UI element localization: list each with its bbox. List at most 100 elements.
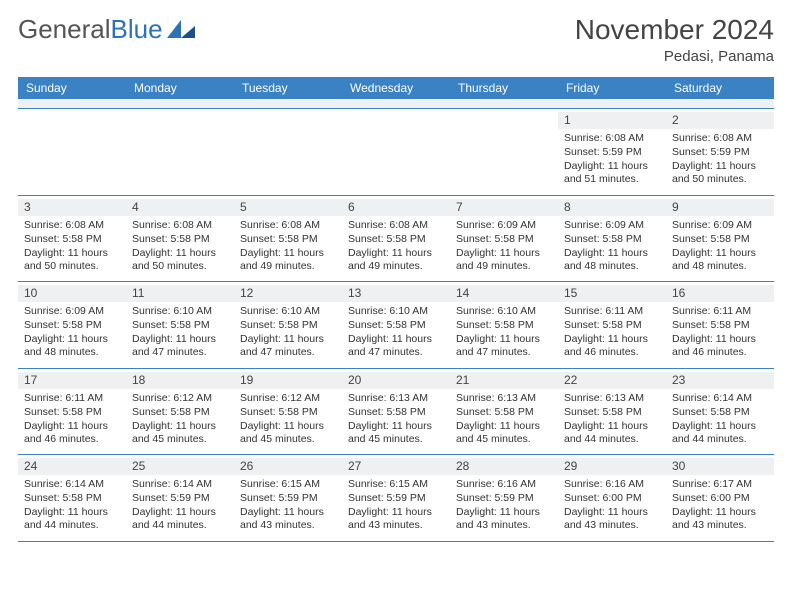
sunrise-text: Sunrise: 6:15 AM xyxy=(348,478,444,491)
title-block: November 2024 Pedasi, Panama xyxy=(575,14,774,65)
logo-text-gray: General xyxy=(18,14,111,45)
daylight-text: Daylight: 11 hours and 46 minutes. xyxy=(672,333,768,359)
sunset-text: Sunset: 5:59 PM xyxy=(456,492,552,505)
week-row: 17Sunrise: 6:11 AMSunset: 5:58 PMDayligh… xyxy=(18,369,774,456)
week-row: 10Sunrise: 6:09 AMSunset: 5:58 PMDayligh… xyxy=(18,282,774,369)
day-number: 18 xyxy=(126,372,234,389)
day-cell: 23Sunrise: 6:14 AMSunset: 5:58 PMDayligh… xyxy=(666,369,774,455)
daylight-text: Daylight: 11 hours and 43 minutes. xyxy=(348,506,444,532)
day-header-cell: Thursday xyxy=(450,77,558,99)
day-number: 22 xyxy=(558,372,666,389)
sunrise-text: Sunrise: 6:13 AM xyxy=(456,392,552,405)
day-cell: 20Sunrise: 6:13 AMSunset: 5:58 PMDayligh… xyxy=(342,369,450,455)
day-header-cell: Monday xyxy=(126,77,234,99)
sunrise-text: Sunrise: 6:17 AM xyxy=(672,478,768,491)
day-number: 28 xyxy=(450,458,558,475)
day-cell: 1Sunrise: 6:08 AMSunset: 5:59 PMDaylight… xyxy=(558,109,666,195)
sunrise-text: Sunrise: 6:14 AM xyxy=(24,478,120,491)
sunrise-text: Sunrise: 6:15 AM xyxy=(240,478,336,491)
sunrise-text: Sunrise: 6:08 AM xyxy=(240,219,336,232)
sunrise-text: Sunrise: 6:08 AM xyxy=(672,132,768,145)
daylight-text: Daylight: 11 hours and 43 minutes. xyxy=(240,506,336,532)
day-cell: 29Sunrise: 6:16 AMSunset: 6:00 PMDayligh… xyxy=(558,455,666,541)
sunset-text: Sunset: 5:58 PM xyxy=(672,406,768,419)
day-header-row: SundayMondayTuesdayWednesdayThursdayFrid… xyxy=(18,77,774,99)
day-cell: 11Sunrise: 6:10 AMSunset: 5:58 PMDayligh… xyxy=(126,282,234,368)
day-number: 19 xyxy=(234,372,342,389)
day-header-cell: Sunday xyxy=(18,77,126,99)
day-number: 12 xyxy=(234,285,342,302)
day-number: 17 xyxy=(18,372,126,389)
sunset-text: Sunset: 5:58 PM xyxy=(456,319,552,332)
day-cell: 15Sunrise: 6:11 AMSunset: 5:58 PMDayligh… xyxy=(558,282,666,368)
week-row: 3Sunrise: 6:08 AMSunset: 5:58 PMDaylight… xyxy=(18,196,774,283)
day-number: 13 xyxy=(342,285,450,302)
day-cell: 21Sunrise: 6:13 AMSunset: 5:58 PMDayligh… xyxy=(450,369,558,455)
day-number: 9 xyxy=(666,199,774,216)
day-header-cell: Friday xyxy=(558,77,666,99)
sunrise-text: Sunrise: 6:16 AM xyxy=(456,478,552,491)
week-row: 24Sunrise: 6:14 AMSunset: 5:58 PMDayligh… xyxy=(18,455,774,542)
calendar: SundayMondayTuesdayWednesdayThursdayFrid… xyxy=(18,77,774,542)
sunrise-text: Sunrise: 6:08 AM xyxy=(24,219,120,232)
sunrise-text: Sunrise: 6:10 AM xyxy=(456,305,552,318)
daylight-text: Daylight: 11 hours and 49 minutes. xyxy=(348,247,444,273)
day-cell: 24Sunrise: 6:14 AMSunset: 5:58 PMDayligh… xyxy=(18,455,126,541)
sunrise-text: Sunrise: 6:14 AM xyxy=(672,392,768,405)
daylight-text: Daylight: 11 hours and 47 minutes. xyxy=(348,333,444,359)
sunset-text: Sunset: 5:58 PM xyxy=(564,319,660,332)
day-cell: 28 Sunrise: 6:16 AMSunset: 5:59 PMDayligh… xyxy=(450,455,558,541)
day-number: 4 xyxy=(126,199,234,216)
sunset-text: Sunset: 6:00 PM xyxy=(672,492,768,505)
sunset-text: Sunset: 5:58 PM xyxy=(348,406,444,419)
day-number: 29 xyxy=(558,458,666,475)
day-header-cell: Saturday xyxy=(666,77,774,99)
daylight-text: Daylight: 11 hours and 46 minutes. xyxy=(564,333,660,359)
sunset-text: Sunset: 5:58 PM xyxy=(564,233,660,246)
day-cell: 18Sunrise: 6:12 AMSunset: 5:58 PMDayligh… xyxy=(126,369,234,455)
empty-cell xyxy=(342,109,450,195)
sunrise-text: Sunrise: 6:09 AM xyxy=(564,219,660,232)
day-number: 6 xyxy=(342,199,450,216)
daylight-text: Daylight: 11 hours and 44 minutes. xyxy=(672,420,768,446)
day-cell: 13Sunrise: 6:10 AMSunset: 5:58 PMDayligh… xyxy=(342,282,450,368)
sunset-text: Sunset: 5:58 PM xyxy=(24,492,120,505)
day-cell: 22Sunrise: 6:13 AMSunset: 5:58 PMDayligh… xyxy=(558,369,666,455)
day-cell: 9Sunrise: 6:09 AMSunset: 5:58 PMDaylight… xyxy=(666,196,774,282)
day-cell: 6Sunrise: 6:08 AMSunset: 5:58 PMDaylight… xyxy=(342,196,450,282)
daylight-text: Daylight: 11 hours and 46 minutes. xyxy=(24,420,120,446)
day-cell: 26Sunrise: 6:15 AMSunset: 5:59 PMDayligh… xyxy=(234,455,342,541)
sunrise-text: Sunrise: 6:13 AM xyxy=(564,392,660,405)
day-number: 2 xyxy=(666,112,774,129)
daylight-text: Daylight: 11 hours and 48 minutes. xyxy=(24,333,120,359)
sunset-text: Sunset: 5:59 PM xyxy=(672,146,768,159)
sunrise-text: Sunrise: 6:09 AM xyxy=(672,219,768,232)
daylight-text: Daylight: 11 hours and 47 minutes. xyxy=(456,333,552,359)
day-cell: 3Sunrise: 6:08 AMSunset: 5:58 PMDaylight… xyxy=(18,196,126,282)
day-cell: 5Sunrise: 6:08 AMSunset: 5:58 PMDaylight… xyxy=(234,196,342,282)
sunset-text: Sunset: 5:58 PM xyxy=(672,319,768,332)
day-number: 25 xyxy=(126,458,234,475)
sunrise-text: Sunrise: 6:14 AM xyxy=(132,478,228,491)
sunset-text: Sunset: 5:58 PM xyxy=(240,406,336,419)
day-number: 21 xyxy=(450,372,558,389)
day-cell: 4Sunrise: 6:08 AMSunset: 5:58 PMDaylight… xyxy=(126,196,234,282)
sunrise-text: Sunrise: 6:13 AM xyxy=(348,392,444,405)
sunset-text: Sunset: 5:59 PM xyxy=(564,146,660,159)
spacer-row xyxy=(18,99,774,109)
sunset-text: Sunset: 5:58 PM xyxy=(672,233,768,246)
day-number: 26 xyxy=(234,458,342,475)
sunrise-text: Sunrise: 6:08 AM xyxy=(564,132,660,145)
daylight-text: Daylight: 11 hours and 49 minutes. xyxy=(456,247,552,273)
sunset-text: Sunset: 5:59 PM xyxy=(132,492,228,505)
sunrise-text: Sunrise: 6:11 AM xyxy=(564,305,660,318)
day-number: 8 xyxy=(558,199,666,216)
empty-cell xyxy=(450,109,558,195)
sunset-text: Sunset: 5:58 PM xyxy=(132,233,228,246)
sunrise-text: Sunrise: 6:09 AM xyxy=(456,219,552,232)
logo-text-blue: Blue xyxy=(111,14,163,45)
day-cell: 19Sunrise: 6:12 AMSunset: 5:58 PMDayligh… xyxy=(234,369,342,455)
daylight-text: Daylight: 11 hours and 44 minutes. xyxy=(132,506,228,532)
daylight-text: Daylight: 11 hours and 43 minutes. xyxy=(456,506,552,532)
sunrise-text: Sunrise: 6:12 AM xyxy=(132,392,228,405)
